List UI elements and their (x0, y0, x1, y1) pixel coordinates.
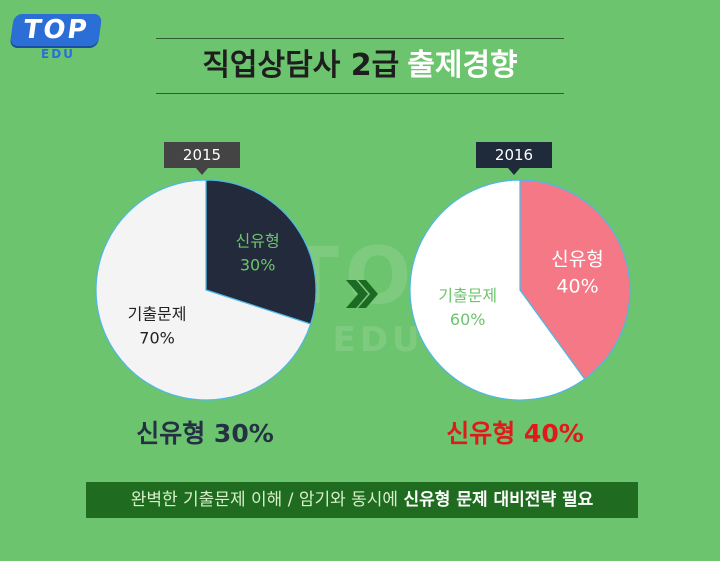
result-2015: 신유형 30% (136, 419, 274, 448)
summary-banner: 완벽한 기출문제 이해 / 암기와 동시에 신유형 문제 대비전략 필요 (86, 482, 638, 518)
result-2016: 신유형 40% (446, 419, 584, 448)
title-main: 직업상담사 2급 (202, 48, 400, 83)
summary-text: 완벽한 기출문제 이해 / 암기와 동시에 (130, 490, 399, 510)
top-edu-logo: TOP EDU (9, 14, 103, 62)
slice-value: 40% (556, 275, 598, 297)
watermark-edu: EDU (332, 320, 424, 360)
year-tag-2016: 2016 (476, 142, 552, 175)
pie-slice-past-exam (409, 179, 586, 401)
slice-value: 70% (139, 329, 175, 348)
year-tag-2015: 2015 (164, 142, 240, 175)
page-title: 직업상담사 2급 출제경향 (156, 38, 564, 94)
slice-value: 30% (240, 255, 276, 274)
slice-label: 기출문제 (438, 286, 497, 305)
pie-slice-new-type (205, 179, 317, 325)
slice-value: 60% (450, 310, 486, 329)
pie-slice-new-type (519, 179, 631, 380)
pie-chart-2015: 신유형 30% 기출문제 70% (95, 179, 317, 401)
slice-label: 신유형 (551, 248, 603, 270)
chevron-right-icon (346, 280, 378, 308)
logo-edu-text: EDU (41, 47, 75, 61)
pie-slice-past-exam (95, 179, 312, 401)
pie-chart-2016: 신유형 40% 기출문제 60% (409, 179, 631, 401)
summary-highlight: 신유형 문제 대비전략 필요 (403, 490, 594, 510)
slice-label: 기출문제 (128, 305, 187, 324)
title-highlight: 출제경향 (407, 48, 518, 83)
slice-label: 신유형 (236, 231, 280, 250)
